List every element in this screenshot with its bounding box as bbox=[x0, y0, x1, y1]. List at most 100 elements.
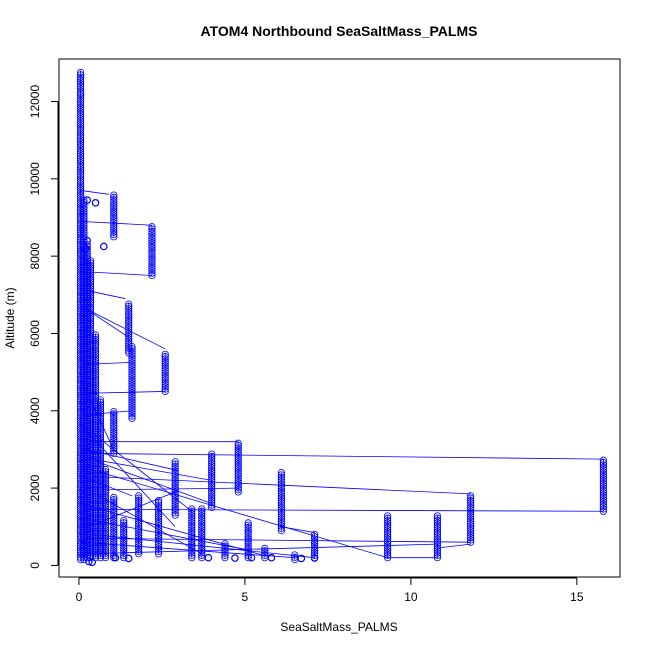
data-point bbox=[467, 513, 475, 521]
data-point bbox=[198, 528, 206, 536]
data-point bbox=[128, 377, 136, 385]
data-point bbox=[88, 558, 96, 567]
data-point bbox=[120, 519, 128, 527]
data-point bbox=[110, 493, 118, 501]
data-point bbox=[277, 524, 286, 532]
data-point bbox=[148, 237, 156, 245]
data-point bbox=[86, 291, 95, 300]
data-point bbox=[234, 479, 242, 487]
data-point bbox=[86, 329, 95, 337]
data-point bbox=[96, 535, 105, 543]
data-point bbox=[91, 486, 100, 495]
data-point bbox=[91, 533, 100, 541]
data-point bbox=[208, 485, 216, 493]
data-point bbox=[188, 510, 196, 518]
x-tick-label: 5 bbox=[242, 590, 249, 604]
data-point bbox=[91, 482, 100, 490]
data-point bbox=[148, 257, 156, 266]
data-point bbox=[101, 533, 110, 541]
data-point bbox=[96, 405, 105, 413]
data-point bbox=[244, 530, 252, 539]
data-point bbox=[86, 366, 95, 374]
data-point bbox=[91, 526, 100, 534]
data-point bbox=[80, 235, 88, 244]
data-point bbox=[86, 479, 95, 488]
data-point bbox=[91, 387, 100, 395]
data-point bbox=[101, 551, 110, 559]
data-point bbox=[128, 368, 136, 376]
data-point bbox=[125, 330, 133, 338]
data-point bbox=[128, 414, 136, 423]
data-point bbox=[86, 363, 95, 372]
data-point bbox=[277, 485, 286, 493]
data-point bbox=[161, 353, 169, 361]
data-point bbox=[125, 305, 133, 313]
data-point bbox=[599, 458, 608, 467]
data-point bbox=[86, 312, 95, 321]
data-point bbox=[91, 516, 100, 525]
data-point bbox=[599, 465, 608, 474]
data-point bbox=[188, 535, 196, 543]
data-point bbox=[96, 400, 105, 409]
data-point bbox=[128, 349, 136, 358]
data-point bbox=[86, 280, 95, 288]
data-point bbox=[91, 449, 100, 457]
data-point bbox=[110, 210, 118, 218]
y-tick-label: 8000 bbox=[28, 242, 42, 269]
data-point bbox=[86, 398, 95, 406]
data-point bbox=[311, 537, 319, 546]
data-point bbox=[467, 533, 475, 542]
data-point bbox=[110, 407, 118, 416]
data-point bbox=[86, 491, 95, 499]
data-point bbox=[101, 475, 110, 483]
data-point bbox=[86, 410, 95, 418]
data-point bbox=[91, 489, 100, 497]
data-point bbox=[198, 519, 206, 527]
data-point bbox=[91, 199, 100, 207]
data-point bbox=[110, 438, 118, 446]
data-point bbox=[76, 154, 85, 162]
data-point bbox=[467, 520, 475, 528]
data-point bbox=[86, 298, 95, 307]
data-point bbox=[154, 529, 163, 537]
connecting-line bbox=[85, 449, 179, 472]
data-point bbox=[91, 396, 100, 404]
data-point bbox=[91, 472, 100, 481]
data-point bbox=[76, 173, 85, 181]
data-point bbox=[76, 152, 85, 160]
data-point bbox=[110, 507, 118, 515]
data-point bbox=[86, 440, 95, 448]
data-point bbox=[96, 540, 105, 548]
data-point bbox=[76, 71, 85, 79]
data-point bbox=[433, 514, 442, 522]
data-point bbox=[148, 251, 156, 259]
data-point bbox=[110, 533, 118, 541]
data-point bbox=[277, 492, 286, 500]
data-point bbox=[110, 523, 118, 532]
data-point bbox=[110, 421, 118, 430]
data-point bbox=[599, 477, 608, 485]
data-point bbox=[76, 184, 85, 193]
data-point bbox=[277, 473, 286, 481]
data-point bbox=[433, 523, 442, 532]
data-point bbox=[101, 519, 110, 527]
data-point bbox=[110, 230, 118, 239]
data-point bbox=[148, 232, 156, 240]
data-point bbox=[384, 530, 392, 539]
data-point bbox=[128, 389, 136, 397]
data-point bbox=[96, 403, 105, 411]
data-point bbox=[135, 529, 143, 537]
data-point bbox=[86, 500, 95, 508]
data-point bbox=[135, 543, 143, 551]
data-point bbox=[96, 454, 105, 462]
data-point bbox=[208, 471, 216, 479]
data-point bbox=[86, 535, 95, 543]
data-point bbox=[86, 407, 95, 416]
data-point bbox=[198, 535, 206, 543]
data-point bbox=[110, 442, 118, 450]
data-point bbox=[234, 448, 242, 457]
data-point bbox=[101, 477, 110, 485]
data-point bbox=[96, 547, 105, 555]
data-point bbox=[86, 266, 95, 274]
data-point bbox=[110, 196, 118, 204]
